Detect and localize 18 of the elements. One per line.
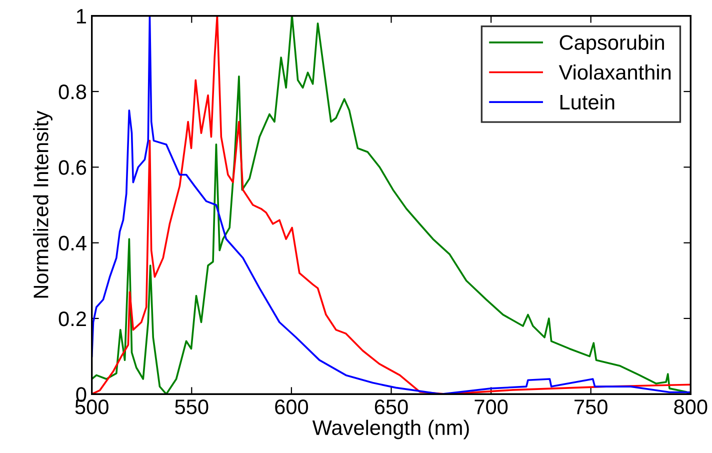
y-tick-label: 0.6 [58,160,86,175]
x-tick-label: 750 [574,400,608,414]
y-tick-label: 0.2 [58,311,86,326]
x-tick-label: 700 [474,400,508,414]
x-tick-label: 500 [75,400,108,414]
x-tick-label: 600 [275,400,308,414]
x-axis-title: Wavelength (nm) [312,420,469,440]
legend-label: Capsorubin [560,34,664,54]
x-tick-label: 800 [674,400,708,414]
x-tick-label: 650 [374,400,408,414]
y-axis-title: Normalized Intensity [33,110,52,298]
y-tick-label: 0.8 [58,84,86,100]
y-tick-label: 1 [76,9,86,24]
legend-label: Lutein [560,94,614,110]
y-tick-label: 0.4 [58,236,86,251]
x-tick-label: 550 [175,400,208,414]
line-series [92,16,691,394]
legend-label: Violaxanthin [558,64,671,80]
